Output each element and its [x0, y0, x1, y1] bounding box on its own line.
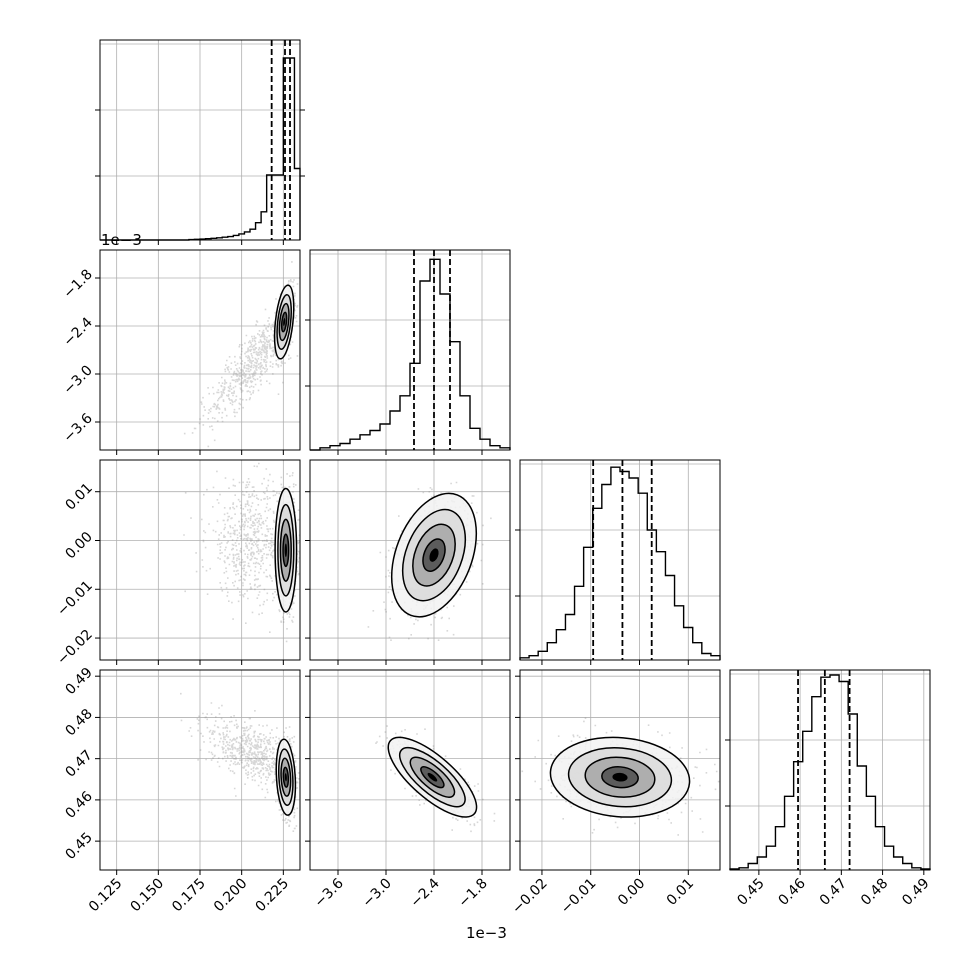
histogram-step	[519, 466, 721, 660]
density-contour	[284, 773, 287, 782]
hist-panel-2	[515, 459, 721, 665]
panel-frame	[729, 669, 931, 871]
density-contour	[612, 772, 628, 782]
density-contour	[284, 543, 287, 557]
histogram-step	[729, 674, 931, 870]
scatter-points	[183, 261, 300, 448]
pair-panel-2-1	[305, 459, 511, 665]
panel-frame	[309, 459, 511, 661]
hist-panel-1	[305, 249, 511, 455]
panel-content	[310, 670, 510, 870]
histogram-step	[310, 258, 511, 451]
panel-content	[310, 460, 510, 660]
offset-text-column0: 1e−3	[101, 231, 142, 249]
panel-frame	[519, 459, 721, 661]
panel-frame	[309, 249, 511, 451]
offset-text-row1: 1e−3	[466, 924, 507, 942]
panel-content	[100, 250, 300, 450]
panel-content	[520, 670, 720, 870]
panel-frame	[519, 669, 721, 871]
density-contour	[427, 772, 438, 782]
scatter-points	[521, 717, 720, 836]
panel-frame	[309, 669, 511, 871]
scatter-points	[183, 462, 300, 643]
panel-content	[100, 460, 300, 660]
panel-content	[100, 670, 300, 870]
density-contour	[283, 317, 286, 326]
density-contour	[429, 548, 439, 562]
hist-panel-0	[95, 39, 305, 245]
